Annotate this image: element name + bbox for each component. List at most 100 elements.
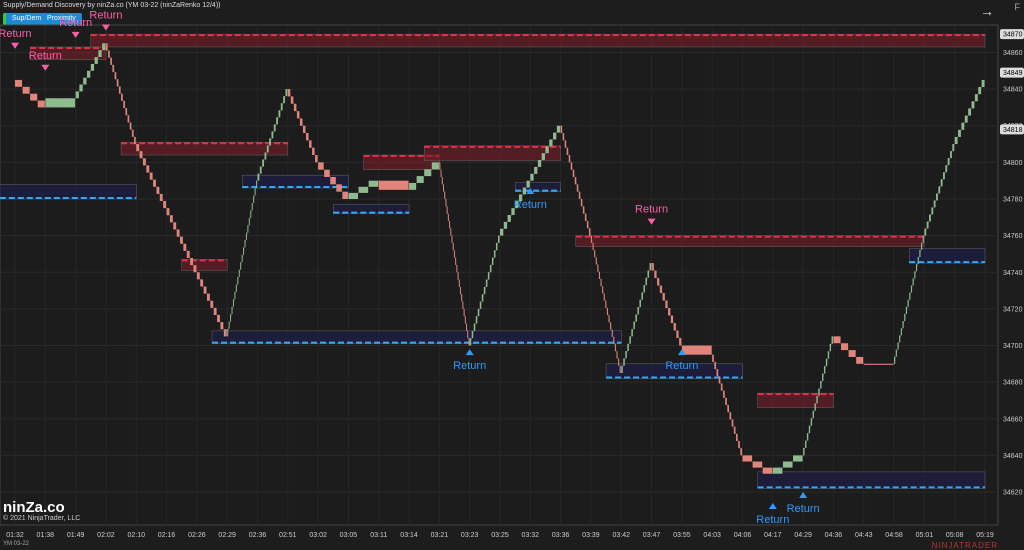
renko-brick <box>736 433 738 442</box>
renko-brick <box>450 228 452 236</box>
renko-brick <box>806 433 809 441</box>
renko-brick <box>641 292 643 300</box>
annotation-arrow <box>41 64 50 71</box>
annotation: Return <box>787 503 820 515</box>
renko-brick <box>958 129 961 137</box>
arrow-icon[interactable]: → <box>980 3 994 19</box>
renko-brick <box>176 229 180 237</box>
button[interactable]: Sup/Dem <box>3 13 48 25</box>
renko-brick <box>572 169 575 178</box>
y-tick-label: 34840 <box>1003 87 1023 94</box>
annotation-arrow <box>799 492 808 499</box>
renko-brick <box>149 172 153 180</box>
renko-brick <box>443 184 445 192</box>
renko-brick <box>576 184 579 192</box>
renko-brick <box>608 315 610 323</box>
renko-brick <box>285 89 288 97</box>
renko-brick <box>136 144 140 152</box>
renko-brick <box>237 277 239 285</box>
renko-brick <box>409 182 417 190</box>
renko-brick <box>651 263 654 271</box>
renko-brick <box>534 166 538 174</box>
y-tick-label: 34680 <box>1003 380 1023 387</box>
renko-brick <box>810 418 813 426</box>
renko-brick <box>256 180 258 189</box>
renko-brick <box>444 191 446 199</box>
renko-brick <box>485 279 488 287</box>
renko-brick <box>639 299 641 308</box>
x-tick-label: 03:42 <box>612 532 630 539</box>
renko-brick <box>213 307 217 315</box>
renko-brick <box>574 177 577 185</box>
zone <box>605 363 743 379</box>
renko-brick <box>978 87 982 95</box>
renko-brick <box>894 356 896 364</box>
renko-brick <box>714 361 717 370</box>
renko-brick <box>45 98 76 108</box>
renko-brick <box>631 329 633 337</box>
renko-brick <box>253 195 255 203</box>
renko-brick <box>125 108 128 116</box>
renko-brick <box>477 308 480 317</box>
x-tick-label: 03:05 <box>340 532 358 539</box>
renko-brick <box>15 79 23 87</box>
renko-brick <box>803 447 805 456</box>
renko-brick <box>142 158 146 166</box>
corner-label[interactable]: F <box>1014 2 1021 12</box>
x-tick-label: 02:10 <box>127 532 145 539</box>
renko-brick <box>619 365 621 373</box>
renko-brick <box>368 180 379 187</box>
renko-brick <box>676 330 679 339</box>
renko-brick <box>146 165 150 173</box>
renko-brick <box>183 243 187 251</box>
renko-brick <box>659 285 663 294</box>
renko-brick <box>961 122 965 130</box>
renko-brick <box>461 294 463 302</box>
renko-brick <box>584 213 587 221</box>
price-tag-label: 34849 <box>1003 70 1023 77</box>
renko-brick <box>772 467 783 474</box>
renko-brick <box>926 221 929 229</box>
renko-brick <box>603 293 605 301</box>
x-tick-label: 03:55 <box>673 532 691 539</box>
renko-brick <box>904 313 906 322</box>
renko-brick <box>228 321 230 329</box>
renko-brick <box>456 264 458 273</box>
renko-brick <box>586 220 589 229</box>
renko-brick <box>657 278 660 286</box>
price-tag-label: 34818 <box>1003 127 1023 134</box>
renko-brick <box>445 198 447 207</box>
renko-brick <box>453 250 455 258</box>
annotation: Return <box>89 9 122 21</box>
renko-brick <box>247 225 249 233</box>
zone <box>333 204 410 214</box>
annotation: Return <box>756 514 789 526</box>
renko-brick <box>909 292 911 300</box>
renko-brick <box>647 270 650 278</box>
renko-brick <box>556 125 561 133</box>
zone <box>423 145 561 161</box>
renko-brick <box>914 271 916 279</box>
price-tag-label: 34870 <box>1003 32 1023 39</box>
y-tick-label: 34780 <box>1003 196 1023 203</box>
renko-brick <box>127 115 130 123</box>
renko-brick <box>471 330 474 339</box>
renko-brick <box>493 250 496 258</box>
renko-brick <box>22 86 30 94</box>
y-tick-label: 34660 <box>1003 416 1023 423</box>
renko-brick <box>37 100 45 108</box>
renko-brick <box>738 441 740 449</box>
renko-brick <box>105 43 108 51</box>
zone <box>575 235 925 247</box>
renko-brick <box>190 258 194 266</box>
renko-brick <box>712 354 714 362</box>
renko-brick <box>330 177 336 185</box>
renko-brick <box>358 186 369 193</box>
renko-brick <box>971 101 975 109</box>
button[interactable]: Proximity <box>41 13 82 25</box>
renko-brick <box>616 351 618 359</box>
renko-brick <box>668 308 671 316</box>
renko-brick <box>897 342 899 350</box>
renko-brick <box>723 390 725 398</box>
y-tick-label: 34640 <box>1003 453 1023 460</box>
